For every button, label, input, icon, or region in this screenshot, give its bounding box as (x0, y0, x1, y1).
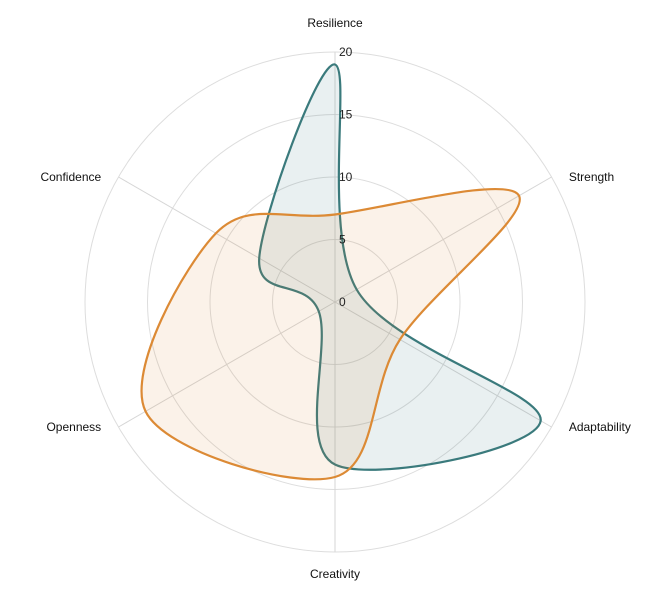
radar-grid (84, 51, 586, 553)
radial-tick-label-3: 15 (339, 108, 353, 122)
radial-tick-label-0: 0 (339, 295, 346, 309)
series-1-area (258, 63, 542, 471)
radial-tick-label-4: 20 (339, 45, 353, 59)
axis-label-confidence: Confidence (40, 170, 101, 184)
radial-tick-label-2: 10 (339, 170, 353, 184)
axis-spoke-1 (334, 176, 552, 303)
axis-label-creativity: Creativity (310, 567, 360, 581)
axis-label-adaptability: Adaptability (569, 420, 631, 434)
radial-tick-labels: 0 5 10 15 20 (339, 45, 353, 309)
axis-label-resilience: Resilience (307, 16, 363, 30)
axis-spoke-5 (118, 176, 336, 303)
axis-label-openness: Openness (46, 420, 101, 434)
series-areas (140, 63, 542, 481)
radial-tick-label-1: 5 (339, 233, 346, 247)
axis-spoke-2 (334, 301, 552, 428)
axis-labels: Resilience Strength Adaptability Creativity… (40, 16, 630, 581)
series-2-area (140, 187, 521, 481)
axis-label-strength: Strength (569, 170, 614, 184)
axis-spoke-4 (118, 301, 336, 428)
